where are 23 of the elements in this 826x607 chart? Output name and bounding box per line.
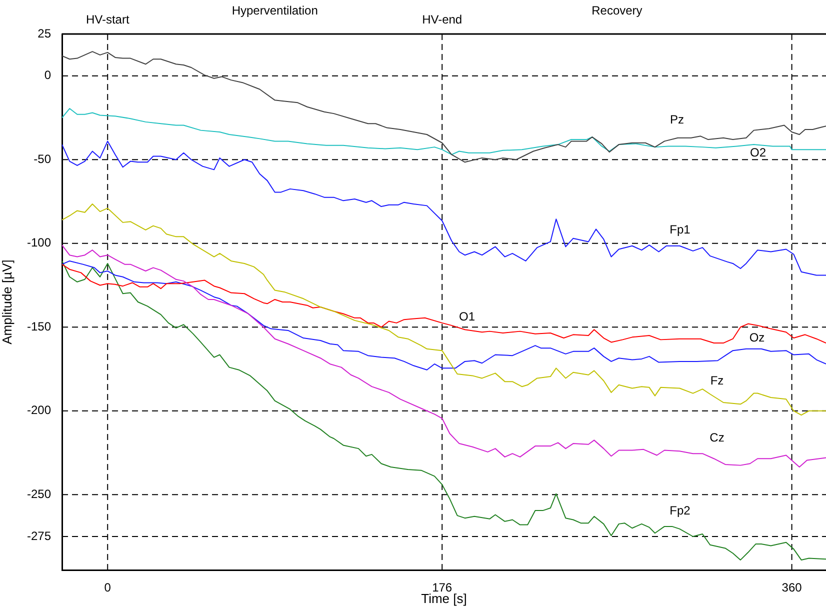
series-label: Fz bbox=[710, 373, 724, 388]
series-label: O2 bbox=[750, 145, 766, 160]
series-label: Pz bbox=[670, 112, 684, 126]
y-tick-label: -100 bbox=[26, 236, 52, 250]
y-tick-label: 0 bbox=[44, 68, 52, 82]
x-tick-label: 360 bbox=[782, 580, 802, 595]
series-label: O1 bbox=[458, 309, 476, 324]
text: Recovery bbox=[592, 3, 642, 18]
y-tick-label: -50 bbox=[34, 152, 52, 166]
y-axis-title: Amplitude [µV] bbox=[0, 260, 14, 344]
y-tick-label: -150 bbox=[26, 319, 52, 334]
text: Hyperventilation bbox=[232, 3, 318, 18]
series-label: Fp2 bbox=[670, 503, 691, 518]
y-tick-label: -250 bbox=[26, 486, 52, 501]
series-label: Cz bbox=[710, 430, 724, 444]
ref-line-label: HV-start bbox=[86, 12, 130, 26]
y-tick-label: 25 bbox=[38, 26, 52, 40]
x-tick-label: 0 bbox=[104, 580, 112, 595]
series-label: Oz bbox=[749, 330, 765, 344]
ref-line-label: HV-end bbox=[422, 12, 462, 26]
y-tick-label: -275 bbox=[26, 528, 52, 543]
y-tick-label: -200 bbox=[26, 403, 52, 418]
series-label: Fp1 bbox=[670, 222, 691, 236]
